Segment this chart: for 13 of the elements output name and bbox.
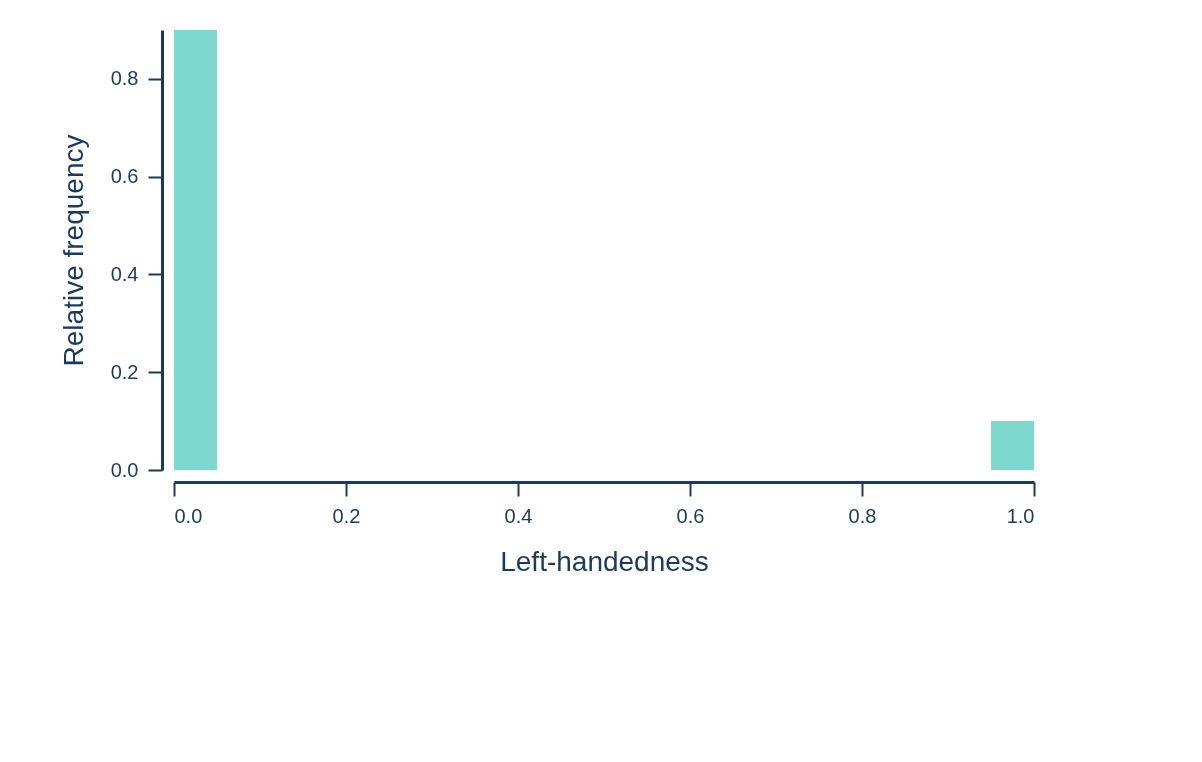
- y-tick-label: 0.0: [110, 458, 139, 481]
- y-tick-label: 0.8: [110, 67, 139, 90]
- y-tick-label: 0.4: [110, 262, 139, 285]
- x-tick-label: 0.2: [332, 504, 361, 527]
- y-tick-label: 0.2: [110, 360, 139, 383]
- x-tick-label: 0.6: [676, 504, 705, 527]
- x-tick-label: 0.8: [848, 504, 877, 527]
- x-tick-label: 0.0: [174, 504, 203, 527]
- x-tick-label: 0.4: [504, 504, 533, 527]
- y-axis-title: Relative frequency: [57, 134, 89, 367]
- x-tick-label: 1.0: [1006, 504, 1035, 527]
- y-tick-label: 0.6: [110, 165, 139, 188]
- x-axis-title: Left-handedness: [500, 545, 709, 577]
